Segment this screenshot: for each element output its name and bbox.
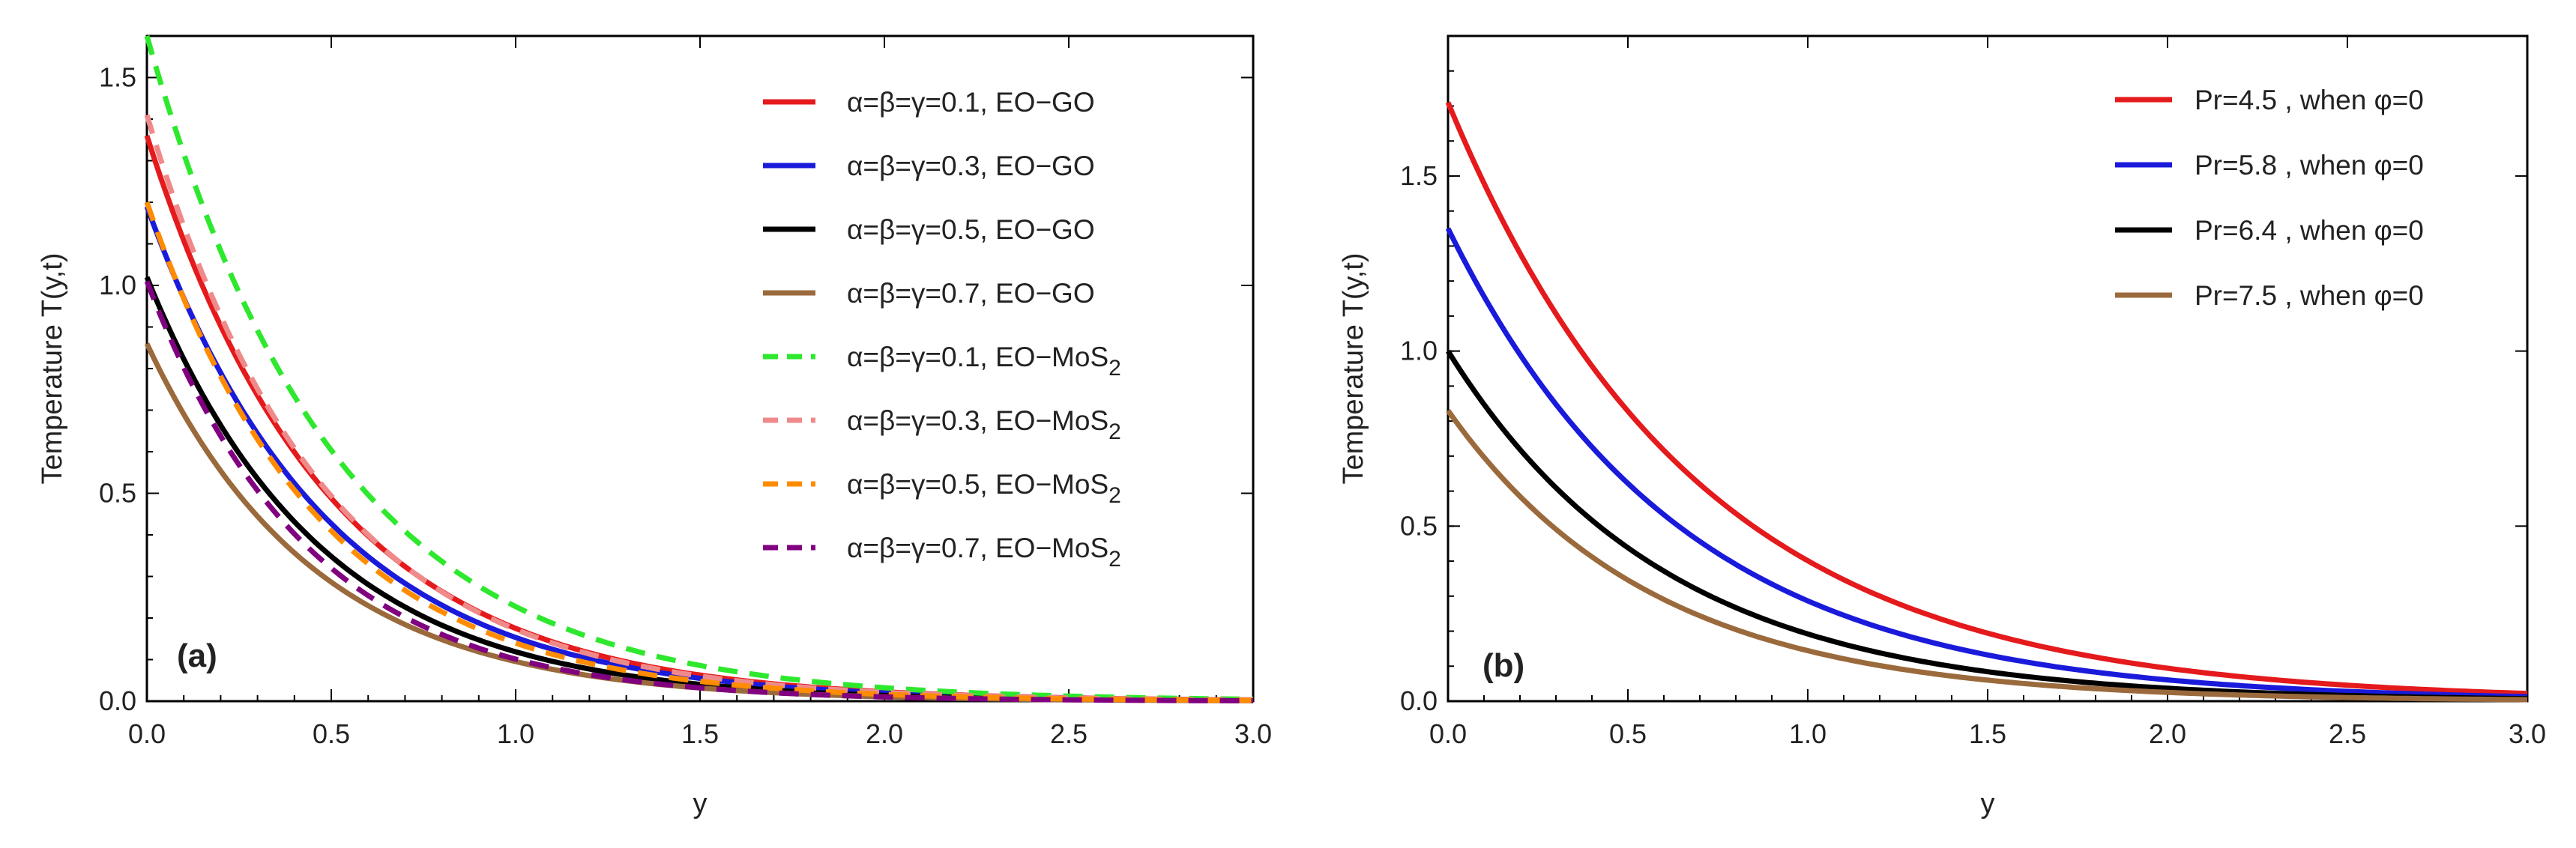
y-tick-label: 0.5 bbox=[1400, 510, 1438, 541]
legend: Pr=4.5 , when φ=0 Pr=5.8 , when φ=0 Pr=6.4… bbox=[2115, 85, 2424, 311]
x-tick-label: 1.5 bbox=[681, 718, 719, 749]
series-line bbox=[144, 342, 1254, 703]
legend-label: α=β=γ=0.7, EO−GO bbox=[847, 278, 1095, 309]
y-tick-label: 1.0 bbox=[99, 270, 136, 300]
x-tick-label: 1.5 bbox=[1969, 718, 2006, 749]
axis-ticks: 0.0 0.5 1.0 1.5 2.0 2.5 3.0 0.0 0.5 1.0 1.5 bbox=[99, 35, 1272, 749]
x-axis-title: y bbox=[693, 788, 708, 820]
legend-label: α=β=γ=0.5, EO−MoS2 bbox=[847, 469, 1121, 508]
legend: α=β=γ=0.1, EO−GO α=β=γ=0.3, EO−GO α=β=γ=0.… bbox=[763, 87, 1121, 572]
y-axis-title: Temperature T(y,t) bbox=[1338, 252, 1369, 484]
axis-ticks: 0.0 0.5 1.0 1.5 2.0 2.5 3.0 0.0 0.5 1.0 1.5 bbox=[1400, 35, 2546, 749]
series-line bbox=[144, 114, 1254, 703]
x-tick-label: 3.0 bbox=[2509, 718, 2546, 749]
panel-label: (b) bbox=[1482, 647, 1524, 684]
series-lines bbox=[1445, 101, 2528, 703]
legend-label: Pr=5.8 , when φ=0 bbox=[2195, 150, 2424, 181]
y-tick-label: 0.0 bbox=[1400, 685, 1438, 716]
plot-frame bbox=[1447, 34, 2529, 703]
x-tick-label: 0.5 bbox=[1609, 718, 1647, 749]
legend-label: α=β=γ=0.1, EO−MoS2 bbox=[847, 342, 1121, 381]
y-tick-label: 1.5 bbox=[99, 62, 136, 93]
x-tick-label: 0.5 bbox=[313, 718, 350, 749]
x-tick-label: 1.0 bbox=[497, 718, 534, 749]
legend-label: Pr=6.4 , when φ=0 bbox=[2195, 215, 2424, 246]
legend-label: Pr=4.5 , when φ=0 bbox=[2195, 85, 2424, 115]
y-tick-label: 0.0 bbox=[99, 685, 136, 716]
series-line bbox=[144, 35, 1254, 702]
y-tick-label: 1.5 bbox=[1400, 160, 1438, 191]
x-tick-label: 2.0 bbox=[2149, 718, 2186, 749]
panel-label: (a) bbox=[177, 637, 217, 674]
y-tick-label: 1.0 bbox=[1400, 336, 1438, 366]
x-tick-label: 0.0 bbox=[128, 718, 166, 749]
legend-label: α=β=γ=0.3, EO−MoS2 bbox=[847, 405, 1121, 444]
legend-label: α=β=γ=0.3, EO−GO bbox=[847, 151, 1095, 181]
series-line bbox=[1445, 227, 2528, 700]
series-line bbox=[1445, 101, 2528, 697]
x-tick-label: 3.0 bbox=[1234, 718, 1272, 749]
legend-label: α=β=γ=0.7, EO−MoS2 bbox=[847, 533, 1121, 572]
x-tick-label: 1.0 bbox=[1789, 718, 1827, 749]
panel-a: 0.0 0.5 1.0 1.5 2.0 2.5 3.0 0.0 0.5 1.0 1.5 α=β=γ=… bbox=[37, 34, 1272, 820]
series-lines bbox=[144, 35, 1254, 703]
legend-label: α=β=γ=0.1, EO−GO bbox=[847, 87, 1095, 118]
legend-label: Pr=7.5 , when φ=0 bbox=[2195, 280, 2424, 311]
x-tick-label: 2.5 bbox=[2329, 718, 2366, 749]
series-line bbox=[1446, 409, 2528, 703]
y-axis-title: Temperature T(y,t) bbox=[37, 252, 68, 484]
panel-b: 0.0 0.5 1.0 1.5 2.0 2.5 3.0 0.0 0.5 1.0 1.5 Pr=4.5… bbox=[1338, 34, 2546, 820]
x-axis-title: y bbox=[1981, 788, 1995, 820]
series-line bbox=[144, 280, 1253, 703]
x-tick-label: 2.5 bbox=[1050, 718, 1088, 749]
series-line bbox=[144, 201, 1253, 703]
x-tick-label: 0.0 bbox=[1429, 718, 1467, 749]
x-tick-label: 2.0 bbox=[866, 718, 903, 749]
series-line bbox=[1446, 349, 2528, 702]
y-tick-label: 0.5 bbox=[99, 478, 136, 509]
legend-label: α=β=γ=0.5, EO−GO bbox=[847, 214, 1095, 245]
